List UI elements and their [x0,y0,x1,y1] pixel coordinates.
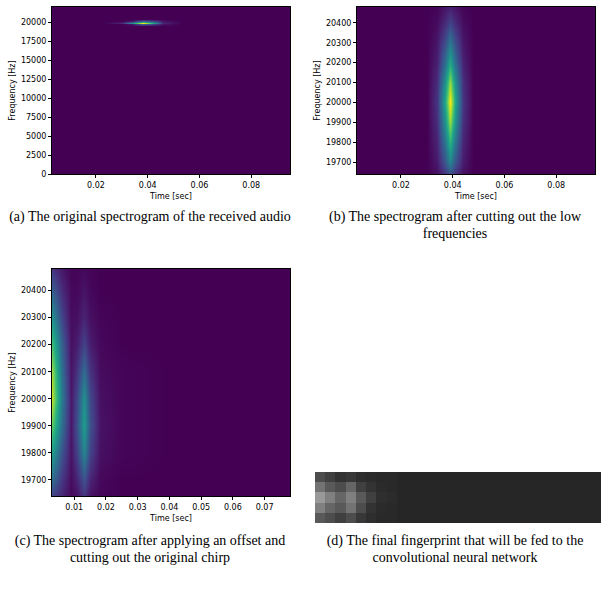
svg-text:Time [sec]: Time [sec] [454,192,497,201]
svg-text:0.02: 0.02 [97,503,115,512]
svg-text:15000: 15000 [21,56,46,65]
svg-text:20300: 20300 [21,313,46,322]
svg-text:0.06: 0.06 [496,181,514,190]
html-text:(a) The original spectrogram o: (a) The original spectrogram of the rece… [9,209,291,224]
html-text:(c) The spectrogram after appl: (c) The spectrogram after applying an of… [14,533,286,565]
svg-text:Frequency [Hz]: Frequency [Hz] [313,60,322,120]
svg-text:19700: 19700 [21,476,46,485]
svg-text:10000: 10000 [21,94,46,103]
svg-text:19800: 19800 [326,138,351,147]
svg-text:0.07: 0.07 [256,503,274,512]
svg-text:20100: 20100 [21,367,46,376]
svg-text:0.08: 0.08 [547,181,565,190]
svg-text:0.01: 0.01 [65,503,83,512]
svg-text:20300: 20300 [326,39,351,48]
svg-text:0.06: 0.06 [191,181,209,190]
svg-text:20000: 20000 [21,395,46,404]
svg-text:Frequency [Hz]: Frequency [Hz] [8,352,17,412]
svg-text:7500: 7500 [26,113,46,122]
svg-text:Time [sec]: Time [sec] [149,514,192,523]
svg-text:20000: 20000 [326,98,351,107]
svg-text:20400: 20400 [326,19,351,28]
svg-text:20200: 20200 [326,58,351,67]
svg-text:19700: 19700 [326,158,351,167]
svg-text:0.08: 0.08 [242,181,260,190]
svg-text:0.06: 0.06 [224,503,242,512]
svg-text:0.02: 0.02 [392,181,410,190]
svg-text:20400: 20400 [21,286,46,295]
svg-text:0.05: 0.05 [192,503,210,512]
svg-text:0: 0 [41,170,46,179]
svg-text:20100: 20100 [326,78,351,87]
svg-text:12500: 12500 [21,75,46,84]
html-text:(b) The spectrogram after cutt: (b) The spectrogram after cutting out th… [329,209,581,241]
svg-text:0.02: 0.02 [87,181,105,190]
html-text:(d) The final fingerprint that: (d) The final fingerprint that will be f… [326,533,584,565]
svg-text:5000: 5000 [26,132,46,141]
svg-text:20000: 20000 [21,18,46,27]
svg-text:2500: 2500 [26,151,46,160]
svg-text:19900: 19900 [326,118,351,127]
svg-text:0.03: 0.03 [129,503,147,512]
svg-text:0.04: 0.04 [139,181,157,190]
svg-text:Time [sec]: Time [sec] [149,192,192,201]
svg-text:0.04: 0.04 [444,181,462,190]
svg-text:0.04: 0.04 [161,503,179,512]
svg-text:17500: 17500 [21,37,46,46]
svg-text:Frequency [Hz]: Frequency [Hz] [8,60,17,120]
svg-text:20200: 20200 [21,340,46,349]
svg-text:19800: 19800 [21,449,46,458]
svg-text:19900: 19900 [21,422,46,431]
